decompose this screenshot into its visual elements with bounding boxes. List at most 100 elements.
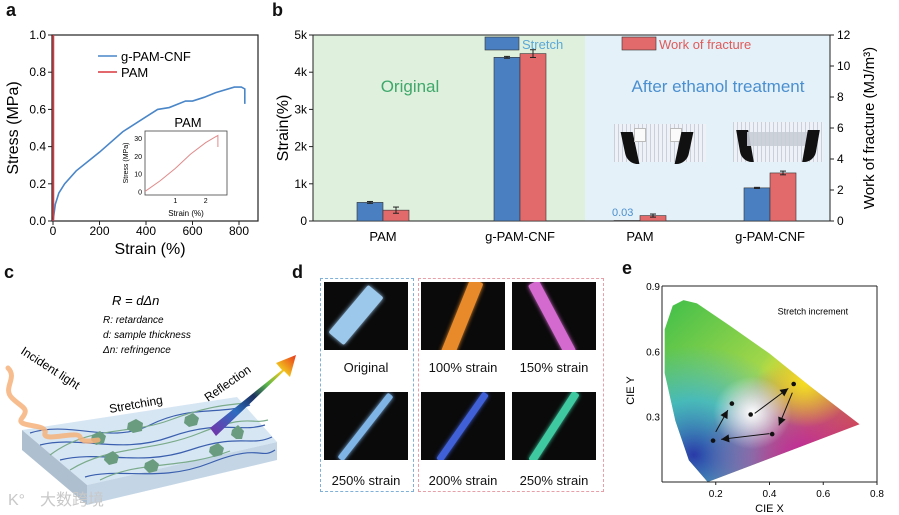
bar-stretch (493, 57, 521, 222)
sample-strip (527, 282, 577, 350)
y2-tick-label: 10 (837, 59, 851, 73)
film-front-face (87, 442, 277, 505)
y-tick-label: 3k (294, 102, 308, 116)
sample-strip (440, 282, 484, 350)
region-label-ethanol: After ethanol treatment (632, 77, 805, 96)
y2-axis-label: Work of fracture (MJ/m³) (861, 47, 878, 209)
panel-label-e: e (622, 258, 633, 278)
inset-y-tick-label: 0 (138, 189, 142, 196)
photo-label: Original (343, 360, 389, 375)
sample-photo (324, 282, 408, 350)
x-category-label: PAM (626, 229, 653, 244)
inset-y-tick-label: 20 (134, 154, 142, 161)
reflection-label: Reflection (202, 362, 254, 404)
formula: R = dΔn (112, 293, 159, 308)
incident-light-label: Incident light (18, 344, 83, 393)
region-label-original: Original (381, 77, 440, 96)
watermark-logo-icon: K° (8, 492, 25, 509)
x-category-label: PAM (369, 229, 396, 244)
y2-tick-label: 12 (837, 28, 851, 42)
y-tick-label: 4k (294, 65, 308, 79)
y-axis-label: Strain(%) (275, 95, 292, 162)
value-annotation: 0.03 (612, 207, 633, 219)
photo-label: 200% strain (428, 473, 498, 488)
bar-stretch (356, 202, 384, 222)
sample-photo (421, 282, 505, 350)
color-point (710, 438, 716, 443)
watermark: 大数跨境 (40, 490, 104, 509)
incident-light-wave (5, 365, 101, 444)
arrow-line (721, 433, 770, 440)
sample-strip (337, 392, 394, 460)
sample-photo (512, 282, 596, 350)
x-tick-label: 0 (50, 224, 57, 238)
legend-label: g-PAM-CNF (121, 49, 191, 64)
y2-tick-label: 4 (837, 152, 844, 166)
sample-strip (528, 392, 580, 460)
x-tick-label: 800 (229, 224, 249, 238)
gamut-overlay (664, 300, 860, 482)
x-tick-label: 0.2 (709, 489, 723, 500)
arrowhead-icon (779, 388, 789, 397)
stretched-sample (747, 132, 809, 146)
birefringence-schematic: R = dΔn R: retardance d: sample thicknes… (5, 293, 296, 509)
annotation: Stretch increment (778, 306, 849, 316)
g-pam-cnf-photo (733, 122, 823, 162)
y-tick-label: 0.6 (646, 347, 660, 358)
x-tick-label: 0.6 (816, 489, 830, 500)
inset-x-label: Strain (%) (168, 209, 204, 218)
legend-label: Work of fracture (659, 37, 751, 52)
photo-label: 250% strain (331, 473, 401, 488)
sample-photo (324, 392, 408, 460)
panel-label-a: a (6, 0, 17, 20)
inset-y-tick-label: 10 (134, 172, 142, 179)
cie-chromaticity-chart: 0.2 0.4 0.6 0.8 0.3 0.6 0.9 CIE X CIE Y Stretch i… (625, 282, 884, 515)
pam-photo (614, 124, 706, 164)
y-tick-label: 0 (300, 214, 307, 228)
inset-y-tick-label: 30 (134, 136, 142, 143)
y-tick-label: 0.0 (29, 214, 46, 228)
y-tick-label: 0.6 (29, 102, 46, 116)
legend-label: Stretch (522, 37, 563, 52)
plot-frame (51, 34, 259, 222)
sample-strip (436, 392, 489, 460)
legend-swatch (621, 36, 657, 51)
photo-label: 150% strain (519, 360, 589, 375)
y-tick-label: 0.8 (29, 65, 46, 79)
panel-label-d: d (292, 262, 303, 282)
legend-label: PAM (121, 65, 148, 80)
y-tick-label: 5k (294, 28, 308, 42)
photo-label: 250% strain (519, 473, 589, 488)
series-line-g-PAM-CNF (52, 86, 246, 222)
inset-frame (144, 130, 228, 196)
legend-swatch (484, 36, 520, 51)
y-tick-label: 0.2 (29, 177, 46, 191)
bar-stretch (743, 187, 771, 222)
color-point (791, 381, 796, 387)
x-tick-label: 0.8 (870, 489, 884, 500)
legend-thickness: d: sample thickness (103, 330, 191, 341)
y2-tick-label: 0 (837, 214, 844, 228)
panel-label-b: b (272, 0, 283, 20)
y2-tick-label: 2 (837, 183, 844, 197)
y-tick-label: 2k (294, 140, 308, 154)
strained-group-box (418, 278, 604, 492)
y-tick-label: 1k (294, 177, 308, 191)
y-tick-label: 0.3 (646, 413, 660, 424)
x-tick-label: 0.4 (763, 489, 777, 500)
y-tick-label: 0.4 (29, 140, 46, 154)
inset-x-tick-label: 1 (173, 198, 177, 205)
y-axis-label: CIE Y (625, 376, 637, 405)
inset-x-tick-label: 2 (204, 198, 208, 205)
y-tick-label: 1.0 (29, 28, 46, 42)
x-category-label: g-PAM-CNF (485, 229, 555, 244)
x-category-label: g-PAM-CNF (735, 229, 805, 244)
panel-label-c: c (4, 262, 15, 282)
fibers (29, 402, 276, 481)
sample-photo (512, 392, 596, 460)
bar-stretch (613, 220, 641, 222)
x-tick-label: 400 (136, 224, 156, 238)
color-point (748, 412, 753, 417)
y2-tick-label: 8 (837, 90, 844, 104)
color-point (729, 401, 735, 406)
